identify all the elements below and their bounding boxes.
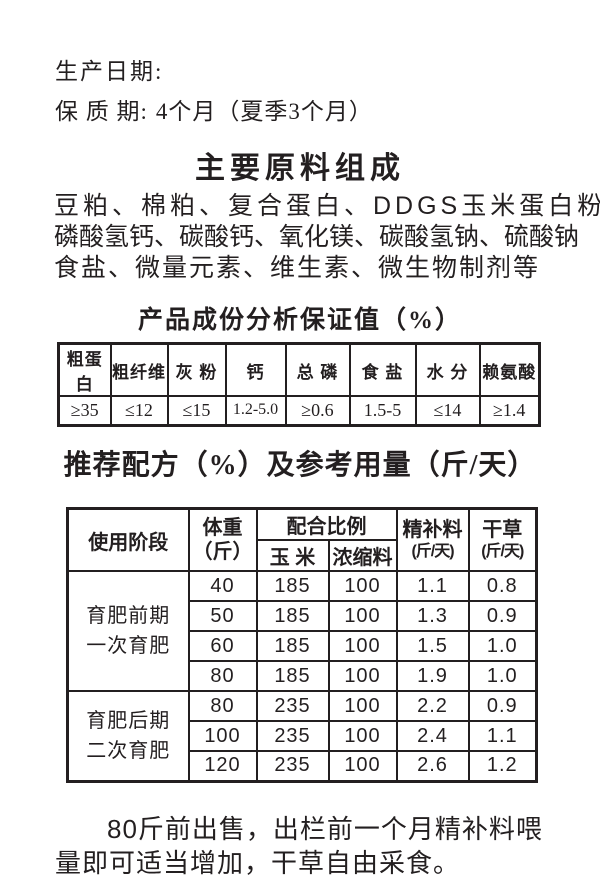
analysis-value-cell: ≤15 [166,395,227,426]
recipe-col-ratio: 配合比例 [255,507,398,541]
recipe-cell-supplement: 1.5 [395,630,470,662]
shelf-life-line: 保 质 期: 4个月（夏季3个月） [55,92,373,126]
analysis-header-cell: 总 磷 [284,342,351,397]
recipe-data-row: 100 235 100 2.4 1.1 [68,720,538,752]
recipe-col-supplement-line: 精补料 [402,519,463,541]
analysis-header-cell: 粗蛋白 [57,342,112,397]
recipe-cell-hay: 1.1 [467,720,538,752]
recipe-stage-line: 一次育肥 [86,635,171,657]
recipe-col-concentrate: 浓缩料 [327,539,398,572]
recipe-col-weight-line: （斤） [192,541,253,563]
usage-note-line: 量即可适当增加，干草自由采食。 [55,848,461,878]
recipe-data-row: 育肥前期 一次育肥 40 185 100 1.1 0.8 [66,570,538,692]
analysis-header-cell: 粗纤维 [109,342,169,397]
recipe-cell-concentrate: 100 [327,570,398,602]
recipe-cell-hay: 0.8 [467,570,538,602]
analysis-value-cell: ≤12 [109,395,169,426]
production-date-line: 生产日期: [55,52,163,86]
recipe-cell-supplement: 1.1 [395,570,470,602]
shelf-life-value: 4个月（夏季3个月） [155,99,373,124]
analysis-value-cell: 1.2-5.0 [224,395,287,426]
analysis-header-row: 粗蛋白 粗纤维 灰 粉 钙 总 磷 食 盐 水 分 赖氨酸 [57,342,541,397]
recipe-table: 使用阶段 体重 （斤） 配合比例 精补料 (斤/天) 干草 (斤/天) 玉 米 … [66,507,538,783]
recipe-cell-hay: 0.9 [467,690,538,722]
recipe-col-weight: 体重 （斤） [187,507,258,572]
recipe-stage-line: 育肥前期 [86,605,171,627]
analysis-value-cell: 1.5-5 [348,395,417,426]
recipe-cell-corn: 235 [255,750,330,782]
recipe-cell-hay: 1.0 [467,630,538,662]
recipe-cell-corn: 185 [255,600,330,632]
recipe-stage-cell: 育肥后期 二次育肥 [66,690,190,782]
ingredients-line: 磷酸氢钙、碳酸钙、氧化镁、碳酸氢钠、硫酸钠 [54,223,580,251]
recipe-cell-hay: 1.0 [467,660,538,692]
recipe-cell-concentrate: 100 [327,630,398,662]
analysis-value-cell: ≤14 [414,395,481,426]
recipe-col-hay-unit: (斤/天) [481,543,524,560]
recipe-header-row-2: 玉 米 浓缩料 [68,539,537,572]
recipe-cell-concentrate: 100 [327,690,398,722]
recipe-cell-weight: 80 [187,660,258,692]
recipe-title: 推荐配方（%）及参考用量（斤/天） [63,450,537,481]
recipe-cell-corn: 185 [255,660,330,692]
recipe-cell-weight: 120 [187,750,258,782]
ingredients-line: 豆粕、棉粕、复合蛋白、DDGS玉米蛋白粉 [54,192,600,220]
analysis-value-cell: ≥35 [57,395,112,426]
recipe-stage-line: 育肥后期 [86,709,171,732]
ingredients-line: 食盐、微量元素、维生素、微生物制剂等 [54,254,541,282]
recipe-col-hay: 干草 (斤/天) [467,507,538,572]
recipe-cell-weight: 80 [187,690,258,722]
analysis-values-row: ≥35 ≤12 ≤15 1.2-5.0 ≥0.6 1.5-5 ≤14 ≥1.4 [57,395,541,426]
recipe-cell-supplement: 2.4 [395,720,470,752]
recipe-stage-line: 二次育肥 [86,739,171,762]
shelf-life-label: 保 质 期: [55,99,148,124]
recipe-cell-hay: 1.2 [467,750,538,782]
recipe-cell-weight: 50 [187,600,258,632]
recipe-cell-corn: 235 [255,690,330,722]
recipe-col-corn: 玉 米 [255,539,330,572]
recipe-cell-corn: 185 [255,630,330,662]
analysis-header-cell: 钙 [224,342,287,397]
recipe-cell-supplement: 2.2 [395,690,470,722]
recipe-col-hay-line: 干草 [482,519,523,541]
recipe-col-supplement-unit: (斤/天) [411,543,454,560]
recipe-header-row-1: 使用阶段 体重 （斤） 配合比例 精补料 (斤/天) 干草 (斤/天) [66,507,538,572]
recipe-data-row: 60 185 100 1.5 1.0 [68,630,538,662]
recipe-data-row: 育肥后期 二次育肥 80 235 100 2.2 0.9 [66,690,538,782]
recipe-cell-supplement: 2.6 [395,750,470,782]
recipe-cell-weight: 100 [187,720,258,752]
recipe-cell-corn: 185 [255,570,330,602]
recipe-cell-concentrate: 100 [327,720,398,752]
recipe-data-row: 120 235 100 2.6 1.2 [68,750,538,782]
analysis-title: 产品成份分析保证值（%） [137,307,462,334]
analysis-header-cell: 灰 粉 [166,342,227,397]
recipe-cell-weight: 40 [187,570,258,602]
usage-note-line: 80斤前出售，出栏前一个月精补料喂 [107,814,543,844]
recipe-data-row: 50 185 100 1.3 0.9 [68,600,538,632]
recipe-col-weight-line: 体重 [202,517,243,539]
recipe-cell-hay: 0.9 [467,600,538,632]
ingredients-title: 主要原料组成 [195,152,405,185]
recipe-cell-supplement: 1.3 [395,600,470,632]
analysis-header-cell: 水 分 [414,342,481,397]
recipe-col-stage: 使用阶段 [66,507,190,572]
production-date-label: 生产日期: [55,59,164,84]
recipe-stage-cell: 育肥前期 一次育肥 [66,570,190,692]
recipe-cell-concentrate: 100 [327,750,398,782]
recipe-cell-weight: 60 [187,630,258,662]
recipe-cell-concentrate: 100 [327,600,398,632]
recipe-col-supplement: 精补料 (斤/天) [395,507,470,572]
analysis-header-cell: 食 盐 [348,342,417,397]
ingredients-paragraph: 豆粕、棉粕、复合蛋白、DDGS玉米蛋白粉 磷酸氢钙、碳酸钙、氧化镁、碳酸氢钠、硫… [54,191,600,284]
analysis-header-cell: 赖氨酸 [478,342,541,397]
recipe-cell-supplement: 1.9 [395,660,470,692]
recipe-data-row: 80 185 100 1.9 1.0 [68,660,538,692]
recipe-cell-concentrate: 100 [327,660,398,692]
usage-note: 80斤前出售，出栏前一个月精补料喂 量即可适当增加，干草自由采食。 [55,812,565,880]
analysis-table: 粗蛋白 粗纤维 灰 粉 钙 总 磷 食 盐 水 分 赖氨酸 ≥35 ≤12 ≤1… [57,342,541,427]
analysis-value-cell: ≥0.6 [284,395,351,426]
recipe-cell-corn: 235 [255,720,330,752]
analysis-value-cell: ≥1.4 [478,395,541,426]
